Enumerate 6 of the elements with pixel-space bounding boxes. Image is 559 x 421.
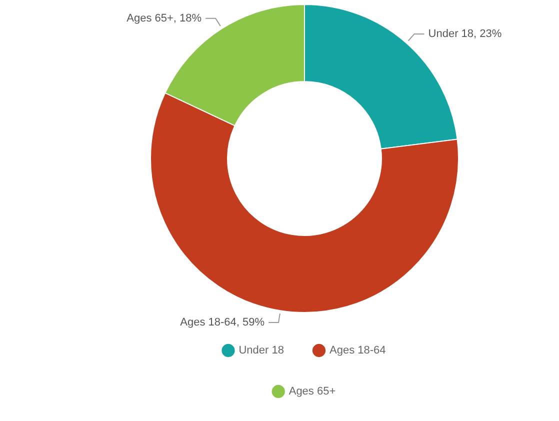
legend-label: Under 18: [238, 344, 284, 357]
legend-label: Ages 65+: [288, 386, 336, 398]
legend-label: Ages 18-64: [329, 344, 386, 357]
data-label: Ages 65+, 18%: [126, 12, 202, 24]
data-label: Under 18, 23%: [428, 28, 502, 40]
data-label: Ages 18-64, 59%: [180, 316, 265, 328]
